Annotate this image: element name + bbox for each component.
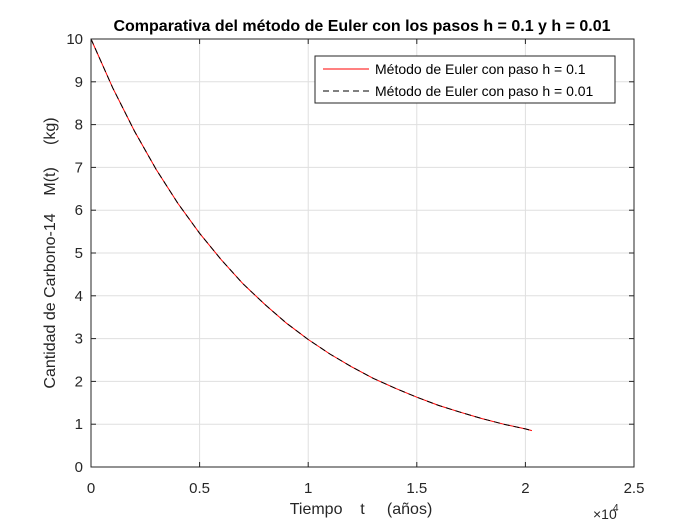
ticks [90, 38, 635, 468]
y-tick-labels: 0 1 2 3 4 5 6 7 8 9 10 [66, 31, 83, 476]
y-tick-label: 4 [75, 288, 83, 305]
legend-box [314, 55, 616, 104]
x-tick-label: 1 [304, 480, 312, 497]
y-tick-label: 5 [75, 245, 83, 262]
x-tick-label: 0.5 [189, 480, 210, 497]
legend-label-h001: Método de Euler con paso h = 0.01 [375, 83, 594, 99]
y-tick-label: 8 [75, 117, 83, 134]
chart-title: Comparativa del método de Euler con los … [113, 18, 610, 35]
x-tick-label: 2.5 [624, 480, 645, 497]
y-tick-label: 6 [75, 202, 83, 219]
x-exponent-power: 4 [613, 503, 619, 514]
y-tick-label: 9 [75, 74, 83, 91]
x-exponent-base: ×10 [593, 506, 617, 522]
x-tick-label: 2 [521, 480, 529, 497]
x-axis-exponent: ×10 4 [593, 503, 619, 522]
y-tick-label: 1 [75, 416, 83, 433]
y-tick-label: 0 [75, 459, 83, 476]
x-axis-label: Tiempo t (años) [290, 501, 433, 518]
legend-label-h01: Método de Euler con paso h = 0.1 [375, 61, 586, 77]
x-tick-label: 0 [87, 480, 95, 497]
x-tick-labels: 0 0.5 1 1.5 2 2.5 [87, 480, 645, 497]
legend: Método de Euler con paso h = 0.1 Método … [314, 55, 616, 104]
y-tick-label: 3 [75, 331, 83, 348]
y-tick-label: 10 [66, 31, 83, 48]
series-layer [90, 38, 533, 432]
y-tick-label: 7 [75, 159, 83, 176]
y-tick-label: 2 [75, 373, 83, 390]
x-tick-label: 1.5 [406, 480, 427, 497]
y-axis-label: Cantidad de Carbono-14 M(t) (kg) [42, 117, 59, 388]
series-line-0 [90, 38, 533, 432]
